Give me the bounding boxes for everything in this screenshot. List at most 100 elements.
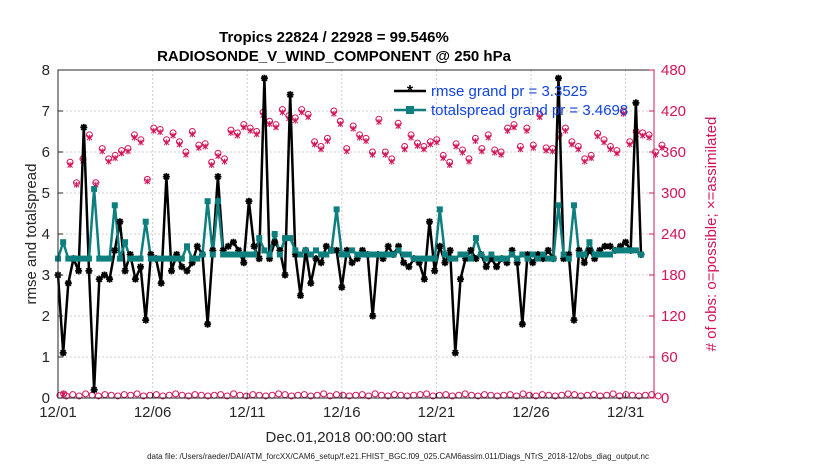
obs-possible-point xyxy=(571,391,579,399)
obs-assimilated-point xyxy=(414,142,421,149)
spread-point xyxy=(302,247,309,254)
obs-assimilated-point xyxy=(170,132,176,139)
rmse-point xyxy=(271,238,279,246)
rmse-point xyxy=(168,267,176,275)
spread-point xyxy=(622,247,629,254)
rmse-point xyxy=(106,275,114,283)
obs-assimilated-point xyxy=(614,150,620,157)
obs-possible-point xyxy=(480,391,488,399)
obs-possible-point xyxy=(287,392,295,400)
series-lines xyxy=(54,74,645,394)
spread-point xyxy=(632,247,639,254)
x-tick-label: 12/31 xyxy=(607,404,645,421)
y-right-tick-label: 360 xyxy=(661,144,686,161)
obs-possible-point xyxy=(300,391,308,399)
rmse-point xyxy=(400,259,408,267)
obs-possible-point xyxy=(545,391,553,399)
spread-point xyxy=(483,255,490,262)
obs-possible-point xyxy=(628,391,636,399)
rmse-point xyxy=(178,263,186,271)
y-tick-label: 2 xyxy=(42,308,50,325)
rmse-point xyxy=(307,279,315,287)
spread-point xyxy=(405,251,412,258)
x-tick-label: 12/06 xyxy=(134,404,172,421)
obs-possible-point xyxy=(474,392,482,400)
spread-point xyxy=(261,247,268,254)
y-tick-label: 5 xyxy=(42,185,50,202)
spread-point xyxy=(142,218,149,225)
obs-assimilated-point xyxy=(183,151,189,158)
obs-assimilated-point xyxy=(221,158,228,165)
spread-point xyxy=(447,255,454,262)
rmse-point xyxy=(353,255,361,263)
obs-assimilated-point xyxy=(569,141,575,148)
rmse-point xyxy=(193,242,201,250)
obs-possible-point xyxy=(101,391,109,399)
rmse-point xyxy=(513,259,521,267)
obs-possible-point xyxy=(519,390,527,398)
obs-possible-point xyxy=(345,392,353,400)
obs-assimilated-point xyxy=(395,123,402,130)
rmse-point xyxy=(59,349,67,357)
spread-point xyxy=(395,247,402,254)
obs-possible-point xyxy=(242,392,250,400)
rmse-point xyxy=(260,74,268,82)
obs-possible-point xyxy=(423,390,431,398)
spread-point xyxy=(80,255,87,262)
spread-point xyxy=(354,251,361,258)
obs-assimilated-point xyxy=(466,158,472,165)
obs-possible-point xyxy=(191,391,199,399)
obs-possible-point xyxy=(493,392,501,400)
y-axis-right: 0 60 120 180 240 300 360 420 480 xyxy=(649,62,686,407)
rmse-point xyxy=(90,386,98,394)
spread-point xyxy=(390,251,397,258)
spread-point xyxy=(565,255,572,262)
spread-point xyxy=(452,255,459,262)
obs-assimilated-point xyxy=(659,144,665,151)
obs-possible-point xyxy=(410,391,418,399)
obs-possible-point xyxy=(281,391,289,399)
obs-possible-point xyxy=(378,391,386,399)
obs-assimilated-point xyxy=(433,139,440,146)
spread-point xyxy=(251,251,258,258)
spread-point xyxy=(498,255,505,262)
obs-assimilated-point xyxy=(125,148,131,155)
spread-point xyxy=(467,255,474,262)
spread-point xyxy=(400,251,407,258)
obs-possible-point xyxy=(94,392,102,400)
obs-assimilated-point xyxy=(581,158,588,165)
rmse-point xyxy=(508,246,516,254)
x-tick-label: 12/16 xyxy=(323,404,361,421)
rmse-point xyxy=(214,173,222,181)
spread-point xyxy=(307,251,314,258)
spread-point xyxy=(441,251,448,258)
rmse-point xyxy=(441,259,449,267)
obs-assimilated-point xyxy=(620,110,627,117)
obs-assimilated-point xyxy=(588,155,595,162)
spread-point xyxy=(591,251,598,258)
obs-possible-point xyxy=(133,390,141,398)
rmse-point xyxy=(554,74,562,82)
rmse-point xyxy=(405,263,413,271)
spread-point xyxy=(60,239,67,246)
y-tick-label: 0 xyxy=(42,390,50,407)
spread-point xyxy=(550,255,557,262)
obs-possible-point xyxy=(384,392,392,400)
spread-point xyxy=(75,255,82,262)
rmse-point xyxy=(338,283,346,291)
rmse-point xyxy=(240,259,248,267)
spread-point xyxy=(122,239,129,246)
spread-point xyxy=(472,235,479,242)
obs-assimilated-point xyxy=(176,141,183,148)
rmse-point xyxy=(591,255,599,263)
legend-rmse-marker: * xyxy=(407,83,414,100)
y-right-tick-label: 480 xyxy=(661,62,686,79)
obs-assimilated-point xyxy=(247,127,254,134)
obs-possible-point xyxy=(487,391,495,399)
rmse-point xyxy=(183,267,191,275)
obs-assimilated-point xyxy=(363,138,369,145)
rmse-point xyxy=(462,255,470,263)
spread-point xyxy=(545,255,552,262)
obs-possible-point xyxy=(294,391,302,399)
